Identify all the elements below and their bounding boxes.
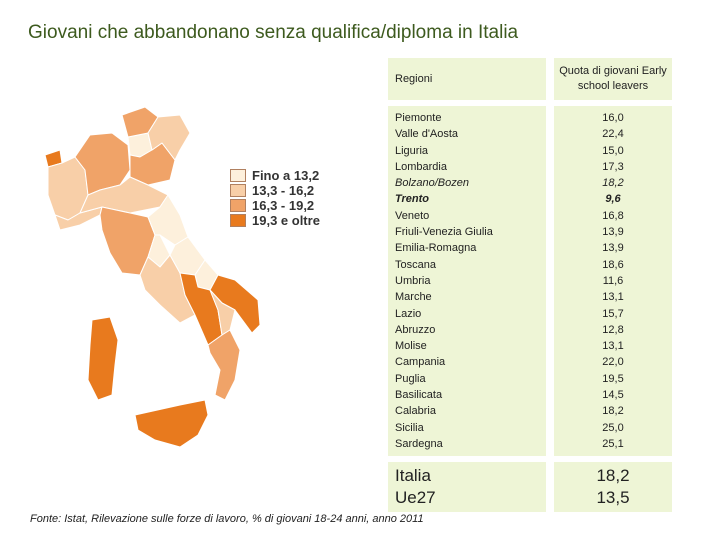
legend-swatch-3 — [230, 199, 246, 212]
table-row-value: 15,7 — [602, 307, 624, 320]
total-value-ue27: 13,5 — [596, 488, 630, 508]
table-row-value: 15,0 — [602, 144, 624, 157]
legend-item: 16,3 - 19,2 — [230, 198, 320, 213]
table-header: Regioni Quota di giovani Early school le… — [388, 58, 672, 100]
table-row-region: Umbria — [395, 274, 431, 287]
table-row-region: Valle d'Aosta — [395, 128, 459, 141]
total-label-italia: Italia — [395, 466, 431, 486]
table-row-region: Lombardia — [395, 160, 447, 173]
legend-label: 16,3 - 19,2 — [252, 198, 315, 213]
table-row-value: 13,1 — [602, 291, 624, 304]
source-note: Fonte: Istat, Rilevazione sulle forze di… — [30, 513, 424, 525]
table-row-value: 18,2 — [602, 405, 624, 418]
table-row-region: Lazio — [395, 307, 422, 320]
total-value-italia: 18,2 — [596, 466, 630, 486]
table-row-region: Piemonte — [395, 112, 442, 124]
header-region: Regioni — [388, 58, 546, 100]
legend-swatch-2 — [230, 184, 246, 197]
map-legend: Fino a 13,2 13,3 - 16,2 16,3 - 19,2 19,3… — [230, 168, 320, 228]
table-row-region: Marche — [395, 291, 432, 304]
legend-swatch-4 — [230, 214, 246, 227]
table-row-value: 22,0 — [602, 356, 624, 369]
table-row-region: Basilicata — [395, 389, 443, 402]
header-value: Quota di giovani Early school leavers — [554, 58, 672, 100]
table-row-region: Calabria — [395, 405, 436, 418]
table-row-region: Puglia — [395, 372, 426, 385]
region-sardegna — [87, 316, 119, 401]
region-column: Piemonte Valle d'Aosta Liguria Lombardia Bol… — [388, 106, 546, 457]
legend-label: Fino a 13,2 — [252, 168, 320, 183]
region-friuli — [147, 114, 191, 161]
table-row-region: Emilia-Romagna — [395, 242, 477, 255]
legend-swatch-1 — [230, 169, 246, 182]
table-row-region: Toscana — [395, 258, 436, 271]
table-row-region: Veneto — [395, 209, 430, 222]
table-body: Piemonte Valle d'Aosta Liguria Lombardia Bol… — [388, 106, 672, 457]
table-row-region: Liguria — [395, 144, 429, 157]
table-row-region: Trento — [395, 193, 430, 206]
region-calabria — [207, 329, 241, 401]
table-row-value: 13,9 — [602, 242, 624, 255]
table-row-value: 13,1 — [602, 340, 624, 353]
table-row-region: Campania — [395, 356, 446, 369]
page-title: Giovani che abbandonano senza qualifica/… — [28, 22, 519, 43]
totals-region-column: Italia Ue27 — [388, 462, 546, 513]
region-sicilia — [134, 399, 209, 448]
table-row-region: Sardegna — [395, 437, 443, 450]
table-row-value: 22,4 — [602, 128, 624, 141]
legend-label: 13,3 - 16,2 — [252, 183, 315, 198]
region-veneto — [129, 142, 176, 186]
table-row-value: 14,5 — [602, 389, 624, 402]
table-row-value: 16,8 — [602, 209, 624, 222]
table-row-value: 12,8 — [602, 323, 624, 336]
italy-map — [44, 106, 260, 448]
region-lombardia — [74, 132, 131, 196]
table-row-value: 17,3 — [602, 160, 624, 173]
table-row-value: 11,6 — [602, 274, 624, 287]
data-table: Regioni Quota di giovani Early school le… — [388, 58, 672, 513]
table-row-value: 9,6 — [605, 193, 621, 206]
table-row-value: 19,5 — [602, 372, 624, 385]
legend-item: 19,3 e oltre — [230, 213, 320, 228]
table-row-region: Friuli-Venezia Giulia — [395, 226, 493, 239]
table-row-value: 25,0 — [602, 421, 624, 434]
table-row-value: 25,1 — [602, 437, 624, 450]
table-row-region: Sicilia — [395, 421, 424, 434]
table-row-value: 16,0 — [602, 112, 624, 124]
total-label-ue27: Ue27 — [395, 488, 436, 508]
table-row-value: 18,2 — [602, 177, 624, 190]
totals-value-column: 18,2 13,5 — [554, 462, 672, 513]
legend-item: Fino a 13,2 — [230, 168, 320, 183]
table-row-region: Molise — [395, 340, 427, 353]
value-column: 16,0 22,4 15,0 17,3 18,2 9,6 16,8 13,9 13,9 18,6 1… — [554, 106, 672, 457]
table-row-value: 18,6 — [602, 258, 624, 271]
legend-label: 19,3 e oltre — [252, 213, 320, 228]
table-row-value: 13,9 — [602, 226, 624, 239]
legend-item: 13,3 - 16,2 — [230, 183, 320, 198]
table-row-region: Bolzano/Bozen — [395, 177, 469, 190]
table-totals: Italia Ue27 18,2 13,5 — [388, 462, 672, 513]
table-row-region: Abruzzo — [395, 323, 436, 336]
